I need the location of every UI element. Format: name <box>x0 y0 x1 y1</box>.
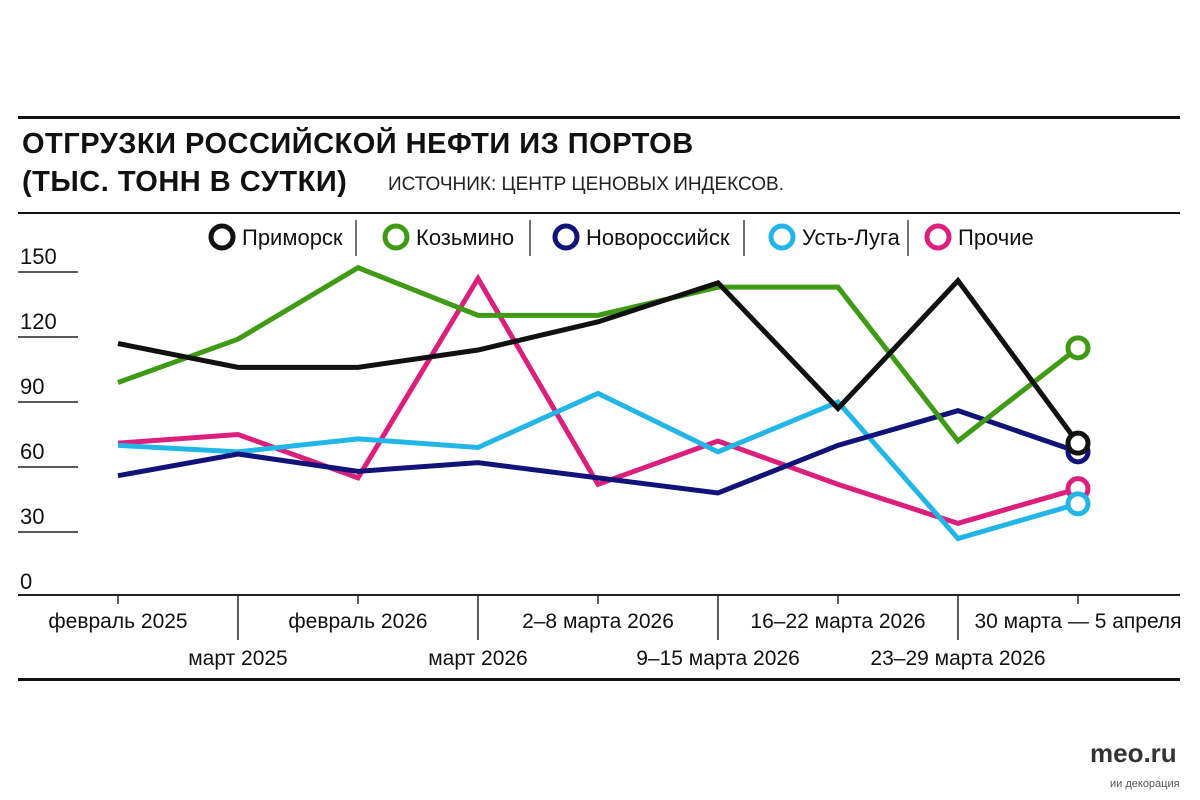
y-tick-label: 150 <box>20 244 57 269</box>
watermark-logo: meo.ru <box>1090 738 1177 768</box>
series-line-0 <box>117 276 1081 445</box>
series-line-1 <box>117 264 1080 445</box>
chart-source: ИСТОЧНИК: ЦЕНТР ЦЕНОВЫХ ИНДЕКСОВ. <box>388 174 785 195</box>
legend-label: Прочие <box>958 225 1034 250</box>
legend-label: Усть-Луга <box>802 225 901 250</box>
x-tick-label: февраль 2025 <box>48 610 187 633</box>
x-tick-label: 30 марта — 5 апреля <box>974 610 1181 633</box>
x-tick-label: февраль 2026 <box>288 610 427 633</box>
legend-marker-icon <box>552 223 580 251</box>
chart-title: ОТГРУЗКИ РОССИЙСКОЙ НЕФТИ ИЗ ПОРТОВ <box>22 128 694 160</box>
y-tick-label: 90 <box>20 374 44 399</box>
chart-subtitle: (ТЫС. ТОНН В СУТКИ) <box>22 166 348 198</box>
legend-label: Приморск <box>242 225 343 250</box>
header-rule <box>18 212 1180 214</box>
legend-marker-icon <box>924 223 952 251</box>
x-tick-label: 16–22 марта 2026 <box>750 610 925 633</box>
series-end-marker-0 <box>1065 430 1091 456</box>
x-tick-label: 2–8 марта 2026 <box>522 610 674 633</box>
y-tick-label: 120 <box>20 309 57 334</box>
y-tick-label: 30 <box>20 504 44 529</box>
top-rule <box>18 116 1180 119</box>
legend-marker-icon <box>208 223 236 251</box>
y-tick-label: 60 <box>20 439 44 464</box>
bottom-rule <box>18 678 1180 681</box>
series-line-2 <box>117 408 1079 496</box>
y-tick-label: 0 <box>20 569 32 594</box>
x-tick-label: 23–29 марта 2026 <box>870 647 1045 670</box>
legend-label: Козьмино <box>416 225 514 250</box>
x-tick-label: март 2026 <box>428 647 528 670</box>
series-end-marker-1 <box>1065 335 1091 361</box>
x-tick-label: 9–15 марта 2026 <box>636 647 800 670</box>
x-tick-label: март 2025 <box>188 647 288 670</box>
legend-marker-icon <box>382 223 410 251</box>
series-line-3 <box>117 390 1079 542</box>
series-end-marker-3 <box>1065 491 1091 517</box>
legend-marker-icon <box>768 223 796 251</box>
legend-label: Новороссийск <box>586 225 730 250</box>
watermark-caption: ии декорация <box>1110 778 1180 790</box>
